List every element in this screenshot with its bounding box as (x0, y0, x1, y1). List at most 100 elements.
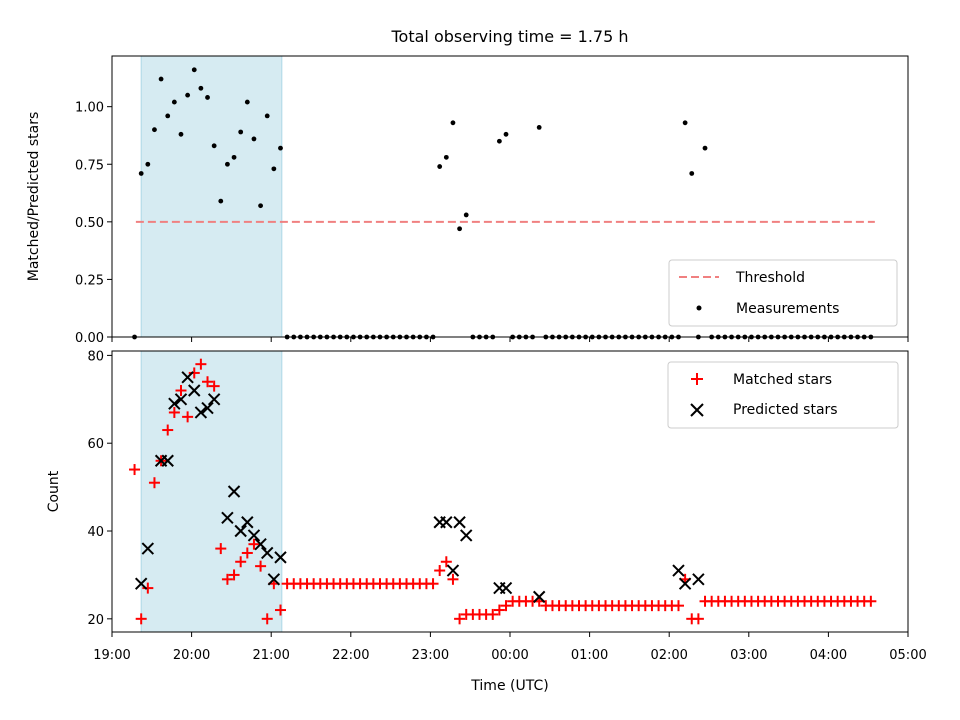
measurement-point (682, 120, 688, 126)
predicted-star-point (134, 577, 148, 590)
matched-star-point (692, 613, 704, 625)
predicted-star-point (141, 542, 155, 555)
x-tick-label: 21:00 (252, 648, 289, 663)
x-tick-label: 23:00 (412, 648, 449, 663)
predicted-star-point (453, 516, 466, 529)
predicted-star-point (168, 397, 181, 410)
measurement-point (251, 136, 257, 142)
matched-star-point (221, 573, 233, 585)
measurement-point (205, 95, 210, 100)
top-axes-frame (111, 55, 909, 338)
bottom-panel: 20 40 60 80 19:00 20:00 21:00 22:00 23:00 00:00 0… (46, 349, 927, 694)
measurement-point (244, 99, 250, 105)
measurements-legend-label: Measurements (736, 301, 839, 317)
matched-star-point (255, 560, 267, 572)
x-tick-label: 03:00 (730, 648, 767, 663)
matched-star-point (135, 613, 147, 625)
bottom-shaded-region (140, 350, 283, 633)
matched-star-point (241, 547, 253, 559)
matched-star-point (195, 358, 207, 370)
measurement-point (145, 161, 151, 167)
matched-star-point (261, 613, 273, 625)
predicted-star-point (532, 590, 546, 604)
x-tick-label: 00:00 (491, 648, 528, 663)
measurement-point (198, 85, 204, 91)
measurement-point (185, 92, 191, 98)
matched-star-point (487, 608, 499, 620)
predicted-star-point (460, 529, 473, 542)
predicted-star-point (446, 564, 460, 577)
top-y-tick-label: 0.50 (75, 216, 104, 231)
measurement-point (218, 198, 224, 204)
measurement-point (165, 113, 171, 119)
measurement-point (503, 131, 509, 137)
predicted-star-point (267, 573, 281, 586)
matched-star-point (182, 411, 194, 423)
predicted-star-point (188, 384, 201, 397)
x-tick-label: 04:00 (810, 648, 847, 663)
measurement-point (689, 171, 695, 176)
x-tick-label: 02:00 (650, 648, 687, 663)
top-panel: 0.00 0.25 0.50 0.75 1.00 Matched/Predicted s… (26, 55, 909, 346)
measurement-point (225, 161, 230, 167)
matched-star-point (162, 424, 174, 436)
x-tick-label: 01:00 (571, 648, 608, 663)
matched-star-point (248, 538, 260, 550)
measurement-point (258, 203, 263, 209)
matched-star-point (129, 464, 141, 476)
measurement-point (238, 129, 244, 135)
predicted-star-point (194, 406, 208, 419)
measurements-legend-marker (696, 305, 702, 311)
matched-star-point (500, 600, 512, 612)
measurement-point (457, 226, 462, 232)
measurement-point (536, 125, 542, 130)
top-legend: Threshold Measurements (668, 259, 898, 327)
predicted-legend-marker (690, 403, 704, 417)
predicted-star-point (247, 529, 261, 542)
measurement-point (211, 143, 217, 149)
measurement-point (138, 171, 144, 176)
predicted-star-point (227, 485, 241, 498)
matched-star-point (208, 380, 220, 392)
matched-star-point (228, 569, 240, 581)
matched-star-point (672, 600, 684, 612)
matched-star-point (215, 543, 227, 555)
predicted-star-point (221, 511, 234, 525)
matched-star-point (493, 604, 505, 616)
predicted-star-point (161, 454, 174, 467)
top-y-tick-label: 0.00 (75, 331, 104, 346)
matched-star-point (168, 406, 180, 418)
measurement-point (702, 145, 708, 151)
predicted-star-point (254, 537, 267, 551)
measurement-point (191, 67, 197, 73)
matched-star-point (235, 556, 247, 568)
predicted-legend-label: Predicted stars (733, 402, 838, 418)
matched-star-point (188, 367, 200, 379)
measurement-point (278, 145, 283, 151)
x-axis-label: Time (UTC) (470, 678, 548, 694)
matched-star-point (454, 613, 466, 625)
bottom-y-tick-label: 80 (87, 349, 104, 364)
predicted-star-point (274, 551, 287, 564)
top-y-tick-label: 0.25 (75, 273, 104, 288)
measurement-point (264, 113, 270, 119)
bottom-legend: Matched stars Predicted stars (667, 361, 899, 429)
predicted-star-point (672, 564, 685, 577)
x-tick-label: 19:00 (93, 648, 130, 663)
predicted-star-point (174, 393, 188, 406)
bottom-axes-frame (111, 350, 909, 633)
x-tick-label: 20:00 (173, 648, 210, 663)
measurement-point (271, 166, 277, 172)
predicted-star-point (241, 516, 254, 529)
top-y-axis-label: Matched/Predicted stars (26, 112, 42, 282)
predicted-star-point (499, 581, 513, 595)
measurement-point (158, 76, 164, 82)
matched-star-point (202, 376, 214, 388)
measurement-point (496, 138, 502, 144)
x-tick-label: 05:00 (889, 648, 926, 663)
predicted-star-point (181, 371, 194, 384)
matched-star-point (447, 573, 459, 585)
predicted-star-point (234, 524, 247, 538)
matched-star-point (142, 582, 154, 594)
